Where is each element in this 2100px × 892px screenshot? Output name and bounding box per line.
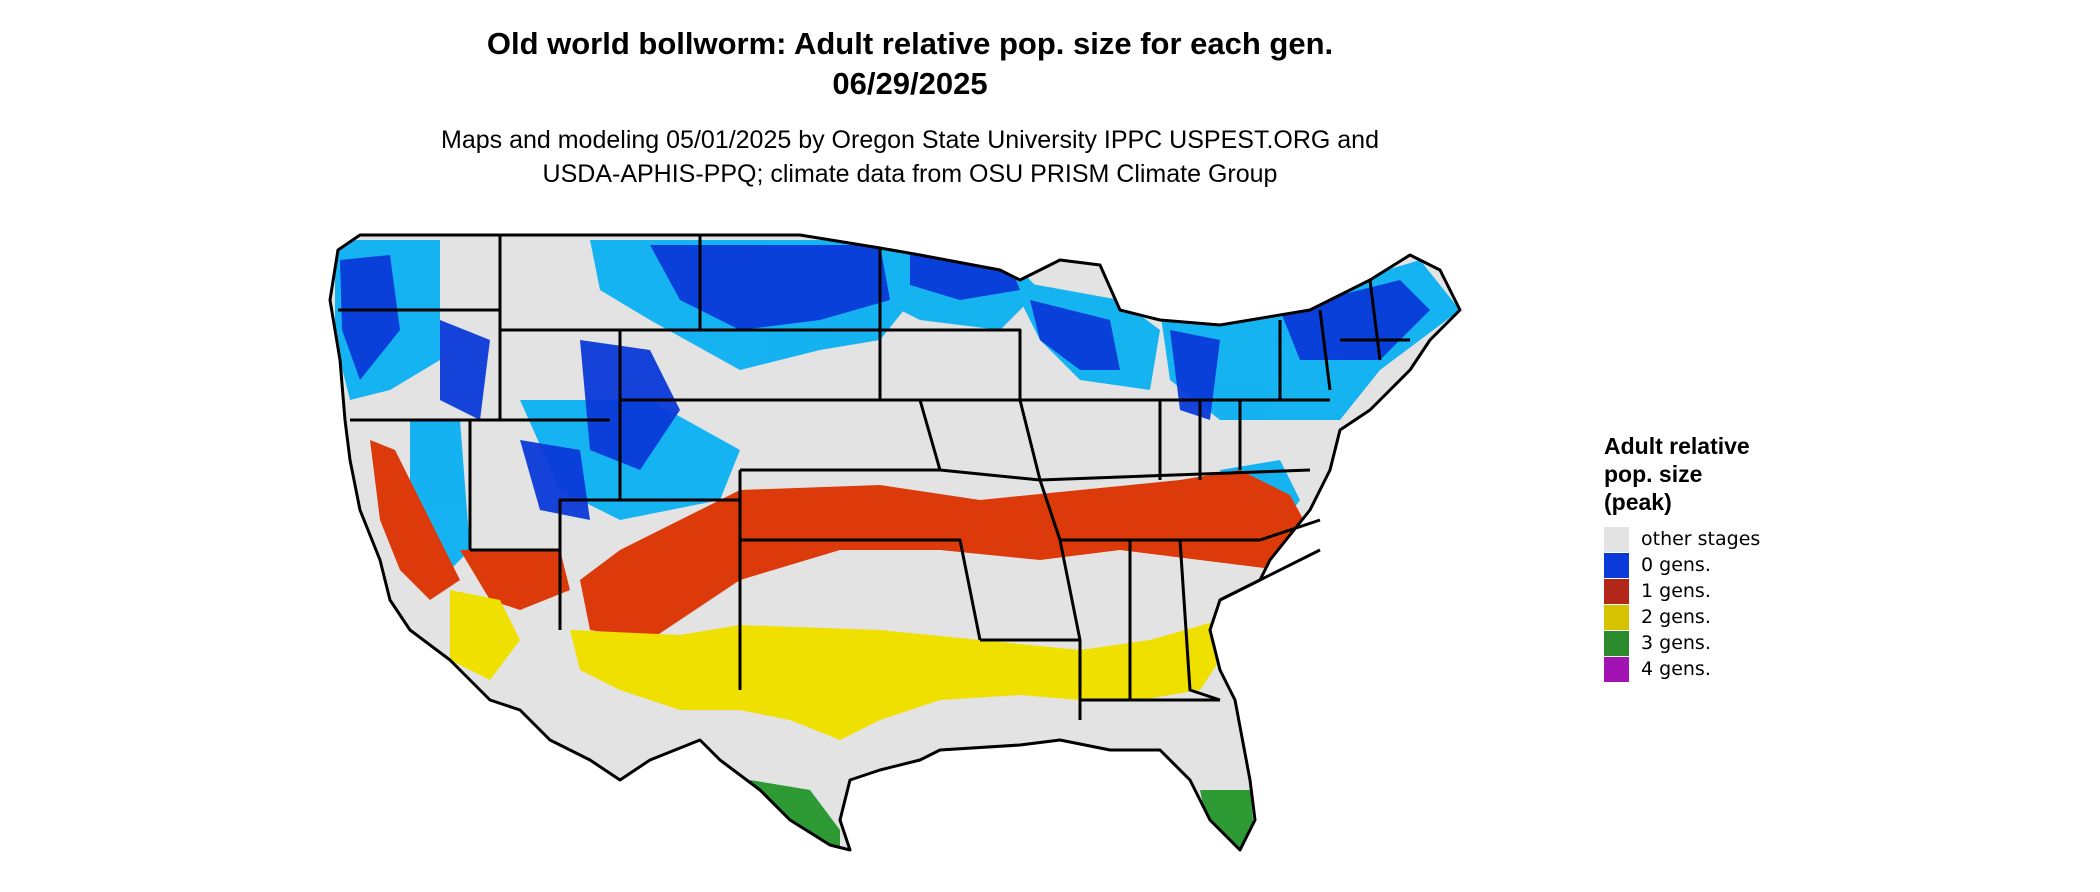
legend-item-3-gens: 3 gens.: [1604, 630, 1804, 656]
state-boundaries: [328, 233, 1462, 852]
legend-item-0-gens: 0 gens.: [1604, 552, 1804, 578]
us-population-map: [328, 233, 1462, 852]
legend-label-2-gens: 2 gens.: [1641, 606, 1711, 628]
map-legend: Adult relative pop. size (peak) other st…: [1604, 432, 1804, 682]
legend-label-3-gens: 3 gens.: [1641, 632, 1711, 654]
legend-item-other-stages: other stages: [1604, 526, 1804, 552]
map-title-line-1: Old world bollworm: Adult relative pop. …: [486, 26, 1334, 61]
legend-swatch-3-gens: [1604, 630, 1629, 656]
legend-item-4-gens: 4 gens.: [1604, 656, 1804, 682]
legend-swatch-0-gens: [1604, 552, 1629, 578]
map-subtitle-line-1: Maps and modeling 05/01/2025 by Oregon S…: [441, 126, 1379, 154]
map-title-date: 06/29/2025: [832, 66, 988, 101]
legend-swatch-4-gens: [1604, 656, 1629, 682]
map-subtitle: Maps and modeling 05/01/2025 by Oregon S…: [0, 123, 1820, 191]
legend-label-4-gens: 4 gens.: [1641, 658, 1711, 680]
legend-label-0-gens: 0 gens.: [1641, 554, 1711, 576]
legend-item-1-gens: 1 gens.: [1604, 578, 1804, 604]
legend-label-other-stages: other stages: [1641, 528, 1761, 550]
legend-title-line-3: (peak): [1604, 489, 1672, 515]
legend-title-line-2: pop. size: [1604, 461, 1703, 487]
legend-label-1-gens: 1 gens.: [1641, 580, 1711, 602]
legend-swatch-2-gens: [1604, 604, 1629, 630]
one-gen-region: [370, 440, 1320, 640]
legend-swatch-other-stages: [1604, 526, 1629, 552]
map-subtitle-line-2: USDA-APHIS-PPQ; climate data from OSU PR…: [542, 160, 1278, 188]
legend-title-line-1: Adult relative: [1604, 433, 1750, 459]
legend-swatch-1-gens: [1604, 578, 1629, 604]
two-gens-region: [450, 590, 1220, 740]
map-title: Old world bollworm: Adult relative pop. …: [0, 24, 1820, 104]
legend-title: Adult relative pop. size (peak): [1604, 432, 1804, 516]
legend-item-2-gens: 2 gens.: [1604, 604, 1804, 630]
